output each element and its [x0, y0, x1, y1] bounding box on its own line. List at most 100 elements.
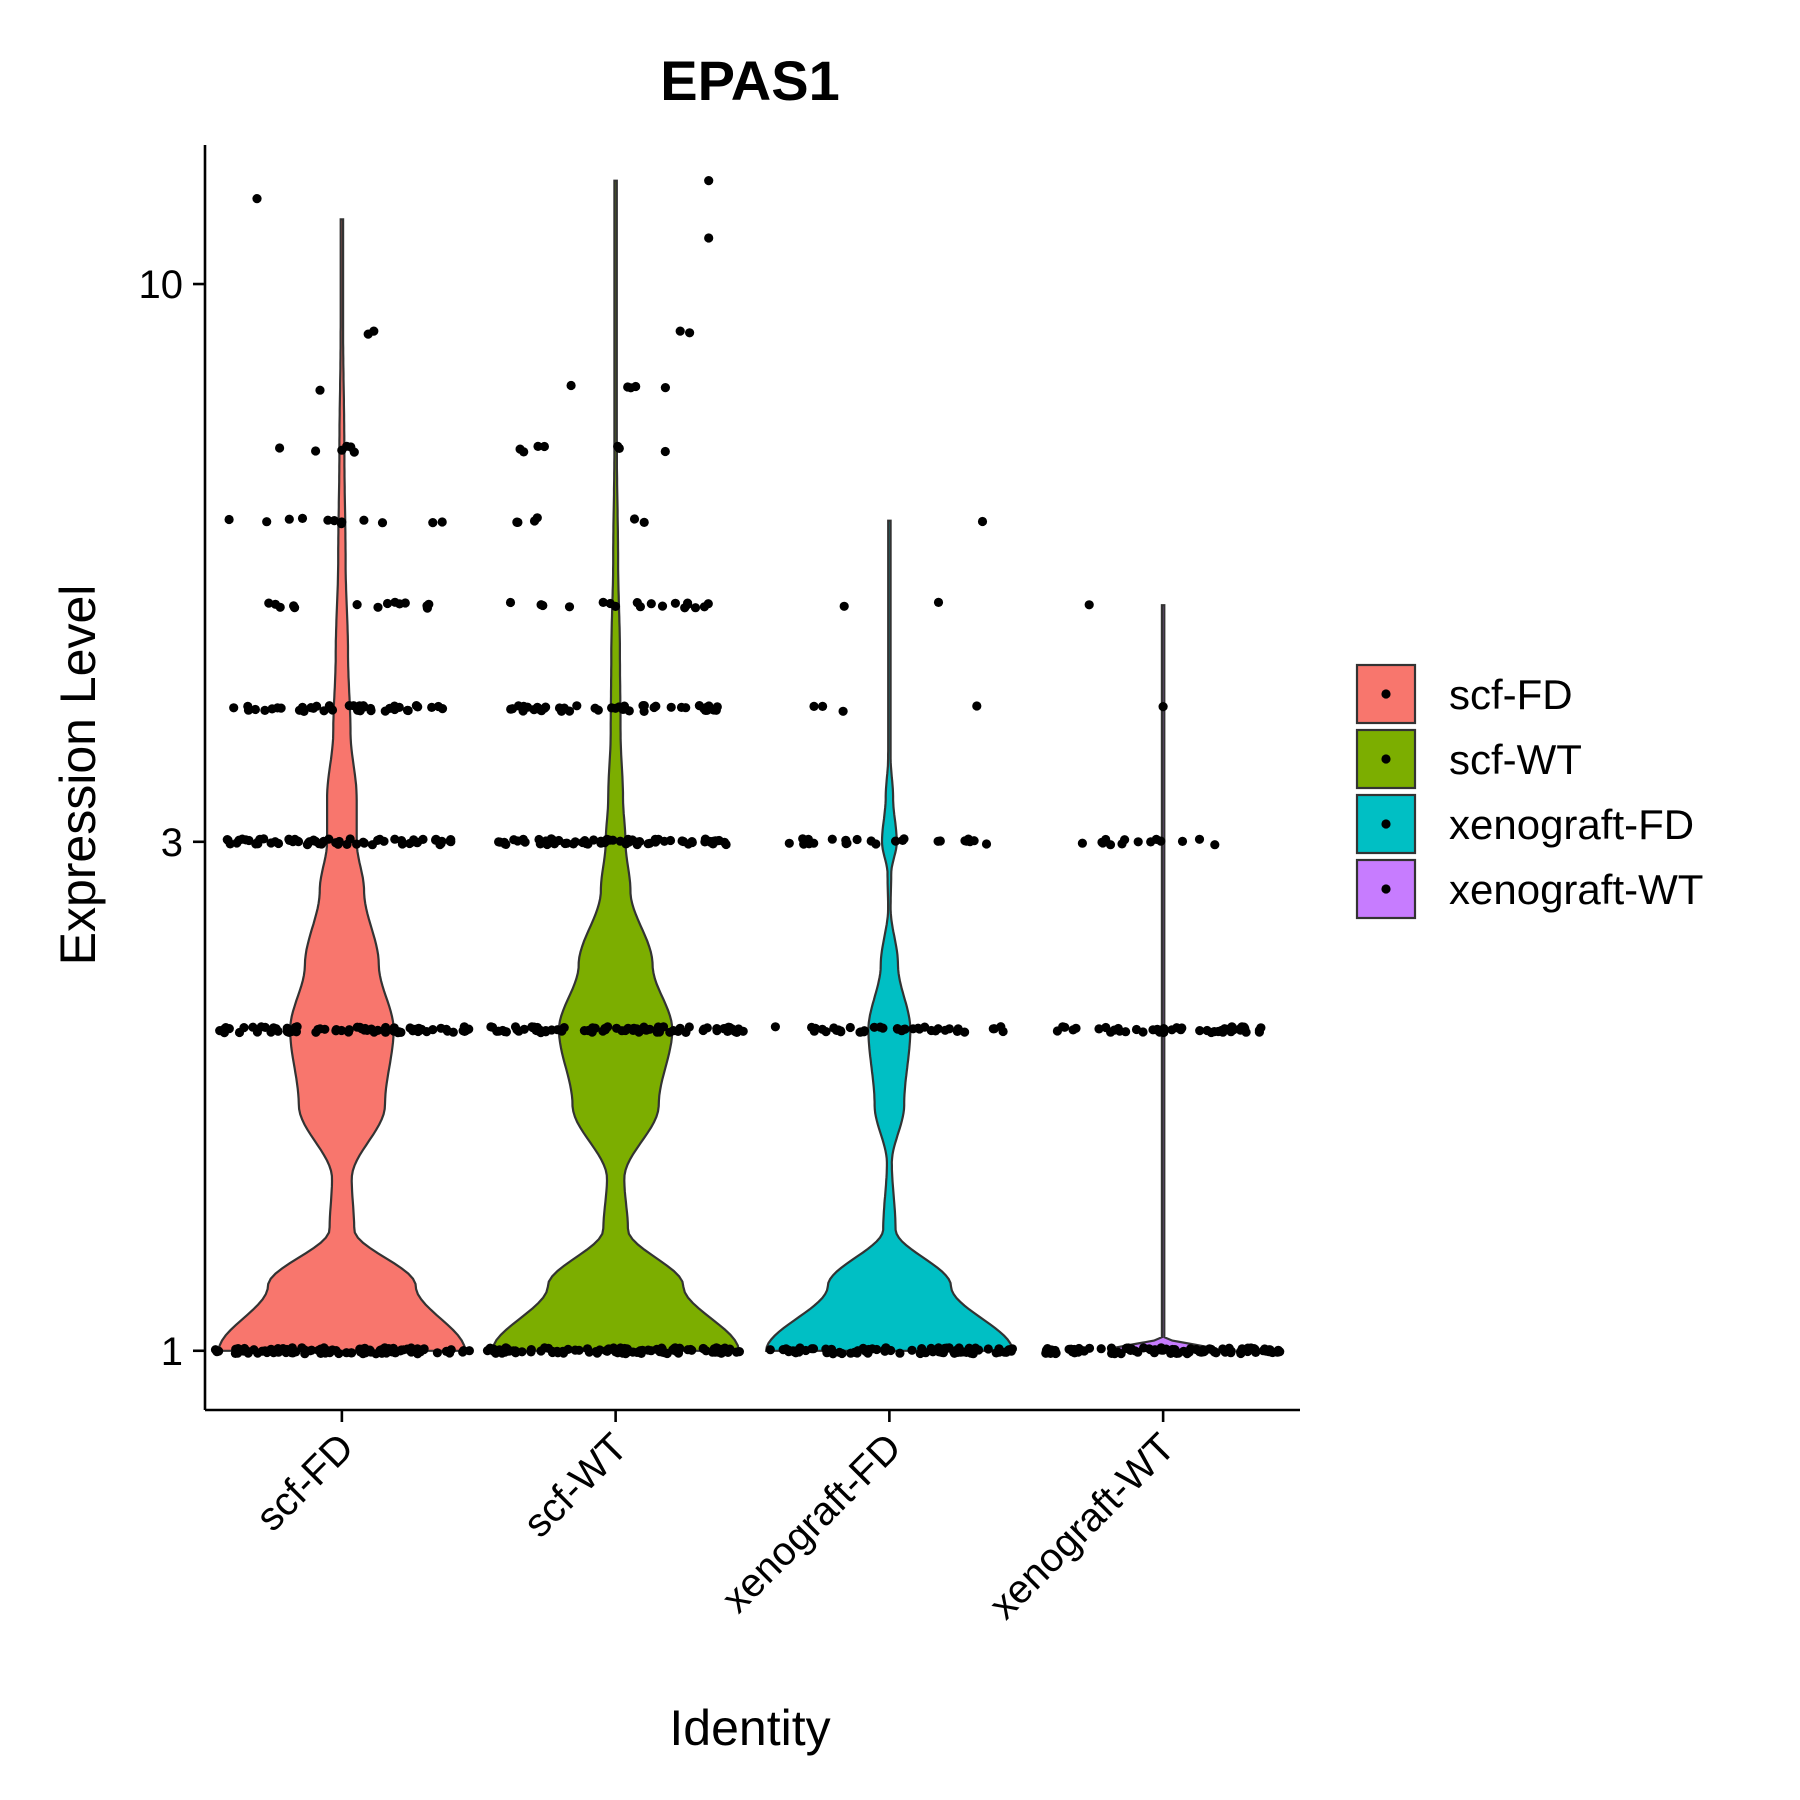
data-point [809, 701, 819, 712]
data-point [1254, 1027, 1264, 1037]
data-point [988, 1024, 998, 1034]
data-point [1133, 837, 1143, 847]
data-point [869, 1022, 879, 1032]
data-point [799, 839, 809, 849]
data-point [278, 1344, 288, 1354]
violin-scf-FD [217, 218, 467, 1352]
data-point [437, 517, 447, 527]
data-point [1105, 840, 1116, 850]
data-point [731, 1347, 742, 1357]
data-point [266, 1344, 276, 1354]
data-point [260, 705, 270, 716]
data-point [620, 1343, 630, 1354]
data-point [635, 602, 646, 612]
data-point [670, 1343, 680, 1353]
data-point [564, 602, 575, 612]
data-point [635, 837, 645, 847]
data-point [552, 1025, 563, 1035]
data-point [406, 1343, 416, 1353]
data-point [660, 446, 670, 457]
data-point [433, 701, 443, 712]
data-point [250, 704, 260, 715]
data-point [559, 703, 569, 713]
data-point [639, 706, 649, 717]
data-point [233, 1348, 243, 1358]
legend-item-xenograft-FD: xenograft-FD [1355, 793, 1694, 855]
data-point [977, 516, 988, 527]
data-point [331, 838, 341, 848]
data-point [252, 194, 262, 204]
data-point [839, 601, 849, 611]
data-point [373, 602, 383, 612]
data-point [431, 835, 441, 845]
data-point [532, 704, 543, 714]
data-point [501, 839, 511, 850]
data-point [646, 599, 656, 609]
data-point [413, 1024, 423, 1034]
data-point [1202, 1025, 1212, 1036]
legend-point [1381, 884, 1391, 894]
data-point [562, 838, 572, 848]
data-point [653, 1022, 663, 1032]
data-point [223, 835, 233, 846]
data-point [676, 702, 687, 713]
data-point [510, 1022, 521, 1032]
data-point [341, 1348, 352, 1358]
data-point [547, 1346, 557, 1356]
data-point [510, 1348, 521, 1358]
data-point [657, 601, 668, 611]
data-point [1179, 1346, 1189, 1356]
data-point [1146, 837, 1156, 847]
data-point [506, 704, 516, 714]
data-point [921, 1348, 931, 1358]
data-point [1156, 1343, 1166, 1353]
legend-label: scf-WT [1449, 736, 1582, 783]
data-point [349, 701, 359, 711]
data-point [414, 1345, 424, 1355]
data-point [826, 1344, 837, 1354]
data-point [464, 1024, 474, 1034]
points-scf-FD [210, 194, 474, 1359]
data-point [1113, 1347, 1123, 1357]
data-point [515, 444, 525, 454]
data-point [292, 1022, 302, 1032]
data-point [604, 1344, 614, 1354]
data-point [359, 515, 369, 525]
data-point [394, 1027, 404, 1037]
data-point [687, 1345, 697, 1355]
data-point [242, 1346, 252, 1356]
data-point [617, 1026, 627, 1036]
data-point [827, 834, 837, 844]
legend-label: xenograft-FD [1449, 801, 1694, 848]
data-point [1131, 1024, 1142, 1035]
data-point [389, 701, 400, 711]
data-point [1130, 1346, 1140, 1356]
x-axis: scf-FD scf-WT xenograft-FD xenograft-WT [205, 1408, 1300, 1628]
data-point [1052, 1026, 1062, 1036]
data-point [1050, 1346, 1060, 1356]
data-point [336, 519, 346, 529]
data-point [532, 513, 542, 523]
data-point [645, 1024, 655, 1034]
data-point [269, 1023, 279, 1033]
data-point [701, 1346, 711, 1356]
data-point [1120, 835, 1130, 845]
data-point [403, 705, 413, 716]
data-point [694, 701, 705, 711]
data-point [331, 1026, 341, 1036]
data-point [1170, 1345, 1180, 1355]
data-point [413, 702, 423, 712]
plot-area [210, 176, 1285, 1359]
data-point [1084, 600, 1094, 610]
data-point [325, 703, 335, 713]
data-point [1214, 1026, 1224, 1036]
data-point [377, 518, 388, 528]
data-point [539, 441, 550, 452]
data-point [867, 1344, 877, 1354]
legend-point [1381, 754, 1391, 764]
data-point [513, 517, 523, 528]
data-point [1077, 838, 1087, 848]
data-point [690, 603, 701, 613]
data-point [1243, 1343, 1253, 1353]
data-point [1122, 1343, 1132, 1353]
